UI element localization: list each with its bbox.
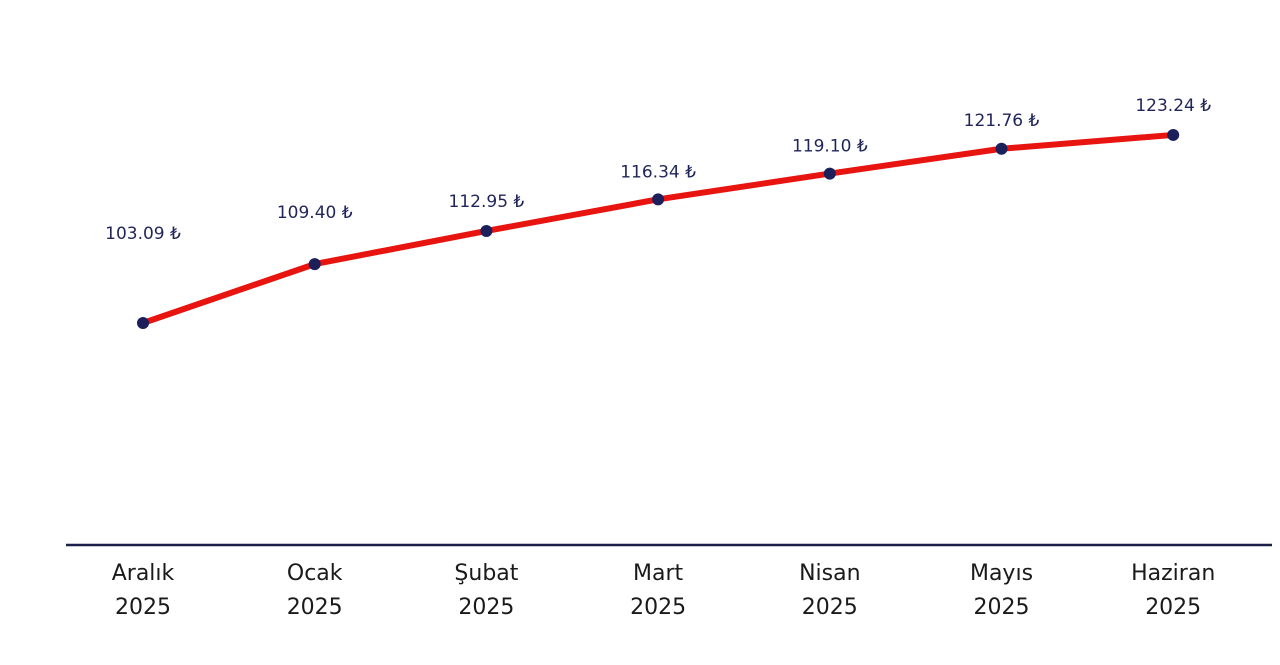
x-tick-label-line: 2025 [1145, 595, 1201, 620]
data-label: 112.95 ₺ [449, 192, 525, 212]
x-tick-label: Aralık 2025 [112, 561, 175, 620]
x-tick-label: Nisan 2025 [799, 561, 860, 620]
data-point [480, 224, 493, 237]
data-point [1167, 128, 1180, 141]
data-label: 121.76 ₺ [964, 111, 1040, 131]
x-tick-label-line: 2025 [115, 595, 171, 620]
data-point [652, 193, 665, 206]
x-tick-label: Haziran 2025 [1131, 561, 1215, 620]
x-tick-label-line: Şubat [454, 561, 518, 586]
data-point [308, 258, 321, 271]
x-tick-label-line: 2025 [974, 595, 1030, 620]
x-tick-label: Mart 2025 [630, 561, 686, 620]
x-tick-label-line: Ocak [287, 561, 343, 586]
data-point [137, 316, 149, 329]
data-label: 109.40 ₺ [277, 203, 353, 223]
data-point [995, 142, 1008, 155]
x-tick-label: Mayıs 2025 [970, 561, 1033, 620]
data-label: 123.24 ₺ [1135, 96, 1211, 116]
data-label: 119.10 ₺ [792, 137, 868, 157]
data-point [823, 167, 836, 180]
x-tick-label-line: 2025 [287, 595, 343, 620]
x-tick-label-line: 2025 [458, 595, 514, 620]
data-label: 103.09 ₺ [105, 224, 181, 244]
x-tick-label-line: 2025 [802, 595, 858, 620]
x-tick-label: Şubat 2025 [454, 561, 518, 620]
x-tick-label-line: Mart [633, 561, 684, 586]
x-tick-label-line: Nisan [799, 561, 860, 586]
x-tick-label-line: Aralık [112, 561, 175, 586]
x-tick-label-line: 2025 [630, 595, 686, 620]
data-label: 116.34 ₺ [620, 162, 696, 182]
x-tick-label: Ocak 2025 [287, 561, 343, 620]
x-tick-label-line: Mayıs [970, 561, 1033, 586]
x-tick-label-line: Haziran [1131, 561, 1215, 586]
